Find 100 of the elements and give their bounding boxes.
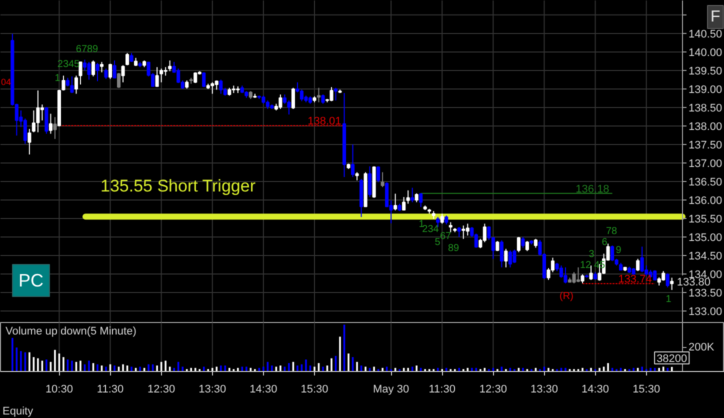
candlestick xyxy=(282,94,286,104)
y-tick-label: 136.00 xyxy=(688,194,722,207)
candlestick xyxy=(368,166,372,198)
candlestick xyxy=(108,63,112,80)
candlestick xyxy=(126,52,130,66)
x-tick-label: 10:30 xyxy=(45,384,73,396)
x-tick-label: May 30 xyxy=(373,384,410,396)
candlestick xyxy=(500,240,504,268)
annotation: 12 xyxy=(580,260,592,271)
y-tick-label: 137.50 xyxy=(688,139,722,152)
annotation: 234 xyxy=(422,224,440,235)
x-tick-label: 14:30 xyxy=(582,384,610,396)
annotation: (R) xyxy=(560,291,574,302)
x-tick-label: 14:30 xyxy=(250,384,278,396)
candlestick xyxy=(504,248,508,268)
candlestick xyxy=(380,172,384,188)
y-tick-label: 138.50 xyxy=(688,102,722,114)
y-tick-label: 134.50 xyxy=(688,250,722,263)
candlestick xyxy=(104,68,108,80)
candlestick xyxy=(210,82,214,94)
y-tick-label: 135.00 xyxy=(688,232,722,244)
candlestick xyxy=(462,225,466,240)
x-tick-label: 11:30 xyxy=(96,384,124,396)
candlestick xyxy=(40,104,44,121)
data-label: 138.01 xyxy=(308,116,342,128)
y-tick-label: 136.50 xyxy=(688,176,722,188)
candlestick xyxy=(44,106,48,134)
candlestick xyxy=(334,87,338,101)
candlestick xyxy=(512,249,516,264)
text: Equity xyxy=(2,406,34,418)
candlestick xyxy=(70,76,74,94)
candlestick xyxy=(440,213,444,224)
ref-line-label: 135.55 Short Trigger xyxy=(100,176,256,196)
candlestick xyxy=(82,59,87,71)
candlestick xyxy=(466,223,470,236)
candlestick xyxy=(376,166,380,183)
candlestick xyxy=(87,61,91,80)
candlestick xyxy=(576,266,580,283)
y-tick-label: 137.00 xyxy=(688,158,722,170)
candlestick xyxy=(516,236,520,253)
candlestick xyxy=(112,60,116,78)
candlestick xyxy=(610,245,614,262)
candlestick xyxy=(525,240,529,252)
candlestick xyxy=(419,192,423,208)
x-tick-label: 15:30 xyxy=(300,384,328,396)
candlestick xyxy=(508,250,512,268)
candlestick xyxy=(666,272,670,288)
annotation: 6789 xyxy=(76,44,99,55)
x-tick-label: 11:30 xyxy=(428,384,456,396)
annotation: 6 xyxy=(602,237,608,248)
candlestick xyxy=(316,87,321,103)
candlestick xyxy=(117,72,121,88)
x-tick-label: 12:30 xyxy=(148,384,176,396)
annotation: 78 xyxy=(606,226,618,237)
candlestick xyxy=(559,265,564,278)
annotation: 1 xyxy=(418,219,425,230)
data-label: 133.74 xyxy=(618,274,652,286)
chart-title: Volume up down(5 Minute) xyxy=(6,326,136,338)
annotation: 5 xyxy=(434,237,441,248)
candlestick xyxy=(457,226,461,238)
candlestick xyxy=(278,94,282,110)
y-tick-label: 133.50 xyxy=(688,288,722,300)
candlestick xyxy=(28,128,32,155)
x-tick-label: 13:30 xyxy=(198,384,226,396)
y-tick-label: 133.00 xyxy=(688,306,722,318)
candlestick xyxy=(78,61,82,86)
candlestick xyxy=(521,236,525,248)
data-label: 38200 xyxy=(656,352,688,365)
candlestick xyxy=(74,75,78,94)
candlestick xyxy=(32,110,36,133)
candlestick xyxy=(589,265,593,280)
candlestick xyxy=(91,60,96,77)
candlestick xyxy=(640,246,644,273)
annotation: PC xyxy=(18,270,44,290)
candlestick xyxy=(351,144,355,178)
candlestick xyxy=(155,66,159,87)
y-tick-label: 138.00 xyxy=(688,120,722,133)
y-tick-label: 140.00 xyxy=(688,46,722,59)
candlestick xyxy=(564,266,568,284)
candlestick xyxy=(291,87,295,110)
candlestick xyxy=(572,272,576,284)
candlestick xyxy=(330,86,334,102)
candlestick xyxy=(53,116,57,140)
candlestick xyxy=(121,64,125,83)
y-tick-label: 139.00 xyxy=(688,84,722,96)
y-tick-label: 139.50 xyxy=(688,65,722,78)
annotation: 1 xyxy=(54,73,61,84)
candlestick xyxy=(402,196,406,211)
candlestick xyxy=(219,79,223,94)
candlestick xyxy=(670,277,674,290)
y-tick-label: 200K xyxy=(688,341,715,354)
y-tick-label: 135.50 xyxy=(688,214,722,226)
candlestick xyxy=(23,118,27,144)
annotation: 9 xyxy=(616,245,622,256)
annotation: 1 xyxy=(666,294,672,305)
candlestick xyxy=(406,190,410,204)
candlestick xyxy=(394,193,398,211)
candlestick xyxy=(410,187,414,203)
x-tick-label: 12:30 xyxy=(479,384,507,396)
data-label: 136.18 xyxy=(576,183,610,196)
